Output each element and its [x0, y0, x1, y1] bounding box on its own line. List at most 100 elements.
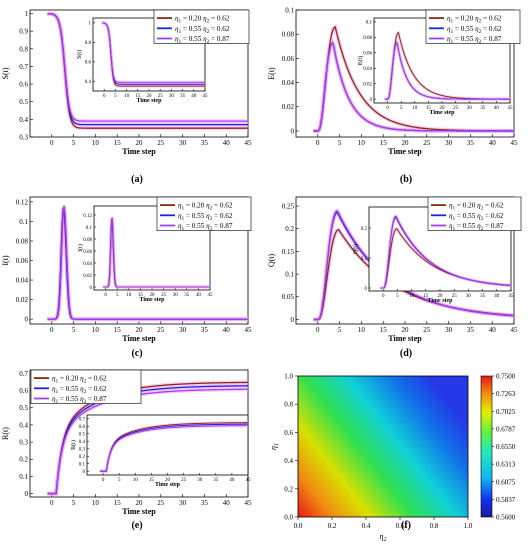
panel-d-inset-ytick-label: 0	[365, 287, 368, 292]
panel-a-series-3-line	[47, 12, 248, 122]
panel-f: 0.0 0.2 0.4 0.6 0.8 1.0 0.0 0.2 0.4 0.6 0.8 1.0 η2 η1…	[269, 373, 516, 544]
panel-e-inset-ytick-label: 0.7	[79, 418, 86, 423]
panel-c-xlabel: Time step	[122, 334, 156, 343]
panel-d-ytick-label: 0.2	[285, 225, 294, 233]
panel-c-inset-xlabel: Time step	[139, 297, 165, 303]
panel-b-inset-ytick-label: 0.02	[363, 82, 372, 87]
panel-e-ytick-label: 0.1	[19, 473, 28, 481]
panel-b-inset-xtick-label: 15	[426, 106, 432, 111]
panel-b-inset-xtick-label: 40	[494, 106, 500, 111]
panel-a-xtick-label: 35	[201, 139, 209, 147]
panel-a-label: (a)	[131, 174, 143, 185]
panel-c-xtick-label: 0	[50, 326, 54, 334]
panel-e-ytick-label: 0.6	[19, 387, 28, 395]
panel-b-inset-ytick-label: 0.06	[363, 52, 372, 57]
panel-e-curves	[47, 380, 248, 496]
panel-b-legend-entry: η1 = 0.20 η2 = 0.62	[447, 15, 502, 25]
panel-d-xtick-label: 40	[489, 326, 497, 334]
panel-d-inset-xlabel: Time step	[427, 298, 453, 304]
panel-b-ylabel: E(t)	[267, 67, 276, 80]
panel-c-ylabel: I(t)	[1, 255, 10, 266]
panel-e-xtick-label: 25	[157, 499, 165, 507]
panel-b: 0 5 10 15 20 25 30 35 40 45 0 0.02 0.04 0.06 0.08 0.1 Ti…	[267, 6, 521, 185]
panel-b-xtick-label: 5	[338, 139, 342, 147]
panel-f-colorbar-label: 0.7025	[496, 408, 516, 416]
panel-d-curves	[313, 208, 514, 322]
panel-d-xtick-label: 0	[316, 326, 320, 334]
panel-b-inset-xtick-label: 5	[400, 106, 403, 111]
panel-e-inset-curves	[99, 421, 248, 473]
panel-d-xtick-label: 5	[338, 326, 342, 334]
panel-d-inset-xtick-label: 45	[509, 294, 515, 299]
panel-c-label: (c)	[131, 348, 142, 359]
panel-a-inset-xtick-label: 30	[169, 94, 175, 99]
panel-e-inset-xtick-label: 20	[165, 478, 171, 483]
panel-f-colorbar-label: 0.6313	[496, 461, 516, 469]
panel-c-ytick-label: 0.02	[16, 296, 29, 304]
panel-b-inset-xtick-label: 25	[453, 106, 459, 111]
panel-e-inset-ytick-label: 0	[83, 470, 86, 475]
panel-f-label: (f)	[401, 520, 411, 531]
panel-b-inset-series-3-line	[384, 41, 510, 100]
panel-a-inset-ylabel: S(t)	[76, 50, 83, 59]
panel-d-inset-xtick-label: 40	[494, 294, 500, 299]
panel-e-ytick-label: 0.7	[19, 370, 28, 378]
panel-f-heatmap	[298, 376, 468, 517]
panel-e-legend-entry: η1 = 0.20 η2 = 0.62	[52, 375, 107, 385]
panel-b-ytick-label: 0	[291, 127, 295, 135]
panel-f-plot-frame	[297, 375, 469, 518]
panel-e-inset-xtick-label: 45	[246, 478, 252, 483]
panel-e-inset-ytick-label: 0.3	[79, 448, 86, 453]
panel-e-ylabel: R(t)	[1, 427, 10, 440]
panel-a-ytick-label: 0.8	[19, 45, 28, 53]
panel-b-series-3-line	[313, 41, 514, 132]
panel-d-legend-entry: η1 = 0.55 η2 = 0.87	[449, 222, 504, 232]
panel-b-ytick-label: 0.02	[282, 103, 295, 111]
panel-e-inset-xtick-label: 35	[213, 478, 219, 483]
panel-c-xtick-label: 35	[201, 326, 209, 334]
panel-f-ytick-label: 0.2	[284, 485, 293, 493]
panel-f-xtick-label: 0.8	[430, 522, 439, 530]
panel-c-inset-xtick-label: 30	[173, 293, 179, 298]
panel-f-ytick-label: 0.4	[284, 457, 293, 465]
panel-e-series-1-line	[47, 381, 248, 495]
panel-f-ytick-label: 0.6	[284, 429, 293, 437]
panel-d-inset-ytick-label: 0.1	[361, 257, 368, 262]
panel-e-inset-xtick-label: 30	[197, 478, 203, 483]
panel-a-ytick-label: 0.4	[19, 116, 28, 124]
panel-a-curves	[47, 11, 248, 131]
panel-d-xtick-label: 30	[445, 326, 453, 334]
panel-c-ytick-label: 0.04	[16, 276, 29, 284]
panel-d-ytick-label: 0.25	[282, 203, 295, 211]
panel-a: 0 5 10 15 20 25 30 35 40 450.30.40.50.60.70.80.91…	[1, 9, 252, 185]
panel-c: 0 5 10 15 20 25 30 35 40 45 0 0.02 0.04 0.06 0.08 0.1 0.…	[1, 196, 252, 359]
panel-c-inset-xtick-label: 10	[126, 293, 132, 298]
panel-c-inset-ytick-label: 0.08	[83, 238, 92, 243]
panel-d-ytick-label: 0.1	[285, 271, 294, 279]
panel-c-legend-entry: η1 = 0.55 η2 = 0.87	[178, 222, 233, 232]
panel-d-legend-entry: η1 = 0.20 η2 = 0.62	[449, 202, 504, 212]
panel-b-inset-ytick-label: 0.1	[366, 21, 373, 26]
panel-a-inset-xtick-label: 15	[135, 94, 141, 99]
panel-d-inset-series-3-line	[380, 215, 511, 289]
panel-c-inset-xtick-label: 35	[184, 293, 190, 298]
panel-d: 0 5 10 15 20 25 30 35 40 4500.050.10.150.20.25Tim…	[267, 196, 522, 359]
panel-b-ytick-label: 0.04	[282, 79, 295, 87]
panel-a-ytick-label: 0.7	[19, 63, 28, 71]
panel-b-inset-xtick-label: 0	[386, 106, 389, 111]
panel-b-xtick-label: 30	[445, 139, 453, 147]
panel-e-inset-ytick-label: 0.4	[79, 440, 86, 445]
panel-d-inset-xtick-label: 0	[382, 294, 385, 299]
panel-c-ytick-label: 0.08	[16, 237, 29, 245]
panel-e-legend	[30, 369, 142, 404]
panel-c-series-3-line	[47, 205, 248, 320]
panel-b-inset-xtick-label: 30	[467, 106, 473, 111]
panel-e-inset-xtick-label: 25	[181, 478, 187, 483]
panel-b-inset-ytick-label: 0.08	[363, 36, 372, 41]
panel-c-inset-ylabel: I(t)	[77, 244, 84, 252]
panel-a-ytick-label: 0.5	[19, 98, 28, 106]
panel-a-inset-xtick-label: 35	[180, 94, 186, 99]
panel-d-inset-xtick-label: 10	[409, 294, 415, 299]
panel-a-legend-entry: η1 = 0.20 η2 = 0.62	[175, 15, 230, 25]
panel-c-inset-ytick-label: 0.04	[83, 262, 92, 267]
